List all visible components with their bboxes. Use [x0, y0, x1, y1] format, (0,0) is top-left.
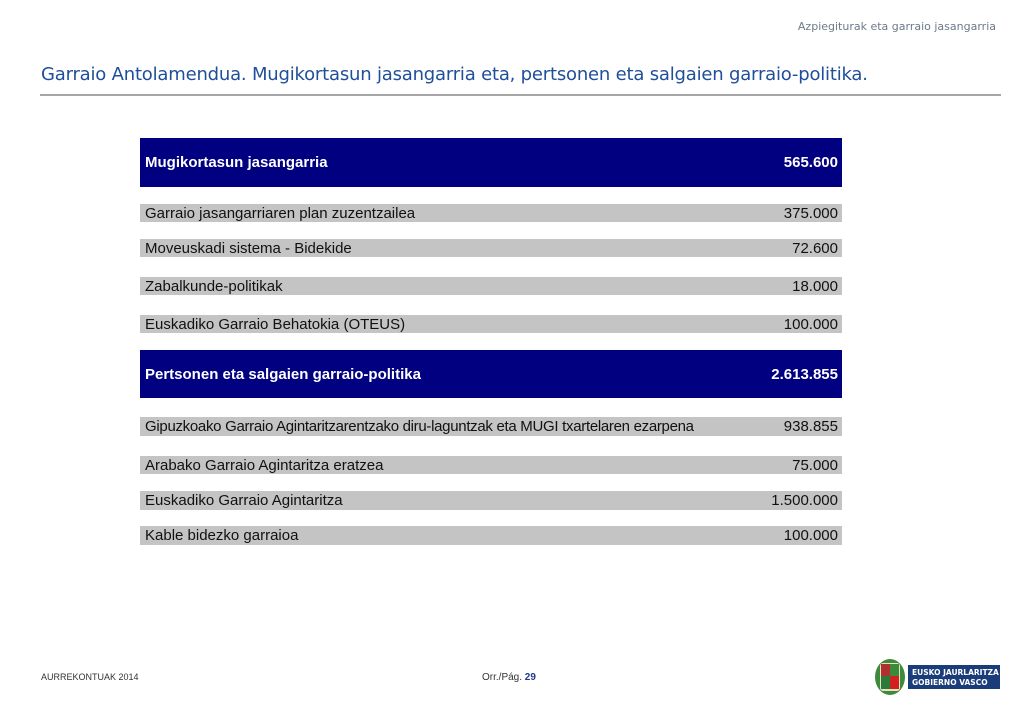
table-row: Gipuzkoako Garraio Agintaritzarentzako d…: [140, 417, 842, 436]
row-label: Zabalkunde-politikak: [145, 277, 283, 295]
row-value: 100.000: [783, 527, 838, 544]
row-value: 565.600: [783, 154, 838, 171]
row-value: 375.000: [783, 204, 838, 222]
coat-of-arms-icon: EUSKO JAURLARITZA GOBIERNO VASCO: [875, 659, 1000, 695]
title-divider: [40, 94, 1001, 96]
table-row: Garraio jasangarriaren plan zuzentzailea…: [140, 204, 842, 222]
row-label: Gipuzkoako Garraio Agintaritzarentzako d…: [145, 418, 694, 435]
row-value: 938.855: [783, 418, 838, 435]
table-row: Moveuskadi sistema - Bidekide 72.600: [140, 239, 842, 257]
page-number: Orr./Pág. 29: [482, 672, 536, 683]
row-label: Pertsonen eta salgaien garraio-politika: [145, 365, 421, 383]
section-title: Azpiegiturak eta garraio jasangarria: [797, 20, 996, 33]
svg-text:EUSKO JAURLARITZA: EUSKO JAURLARITZA: [912, 668, 999, 677]
row-value: 75.000: [792, 456, 838, 474]
table-row: Euskadiko Garraio Behatokia (OTEUS) 100.0…: [140, 315, 842, 333]
page-title: Garraio Antolamendua. Mugikortasun jasan…: [41, 64, 868, 85]
page-label: Orr./Pág.: [482, 672, 523, 683]
table-row: Kable bidezko garraioa 100.000: [140, 526, 842, 545]
row-label: Moveuskadi sistema - Bidekide: [145, 239, 352, 257]
page-number-value: 29: [524, 672, 536, 683]
row-label: Euskadiko Garraio Agintaritza: [145, 492, 343, 509]
footer-label: AURREKONTUAK 2014: [41, 672, 139, 682]
row-value: 18.000: [792, 277, 838, 295]
group-header-row: Pertsonen eta salgaien garraio-politika 2…: [140, 350, 842, 398]
row-label: Garraio jasangarriaren plan zuzentzailea: [145, 204, 416, 222]
table-row: Euskadiko Garraio Agintaritza 1.500.000: [140, 491, 842, 510]
row-value: 1.500.000: [771, 492, 838, 509]
group-header-row: Mugikortasun jasangarria 565.600: [140, 138, 842, 187]
row-value: 72.600: [792, 239, 838, 257]
row-label: Euskadiko Garraio Behatokia (OTEUS): [145, 315, 406, 333]
row-label: Mugikortasun jasangarria: [145, 154, 328, 171]
table-row: Arabako Garraio Agintaritza eratzea 75.00…: [140, 456, 842, 474]
basque-government-logo: EUSKO JAURLARITZA GOBIERNO VASCO: [874, 658, 1002, 696]
svg-text:GOBIERNO VASCO: GOBIERNO VASCO: [912, 678, 988, 687]
table-row: Zabalkunde-politikak 18.000: [140, 277, 842, 295]
row-label: Arabako Garraio Agintaritza eratzea: [145, 456, 384, 474]
row-value: 2.613.855: [771, 365, 838, 383]
row-value: 100.000: [783, 315, 838, 333]
row-label: Kable bidezko garraioa: [145, 527, 299, 544]
